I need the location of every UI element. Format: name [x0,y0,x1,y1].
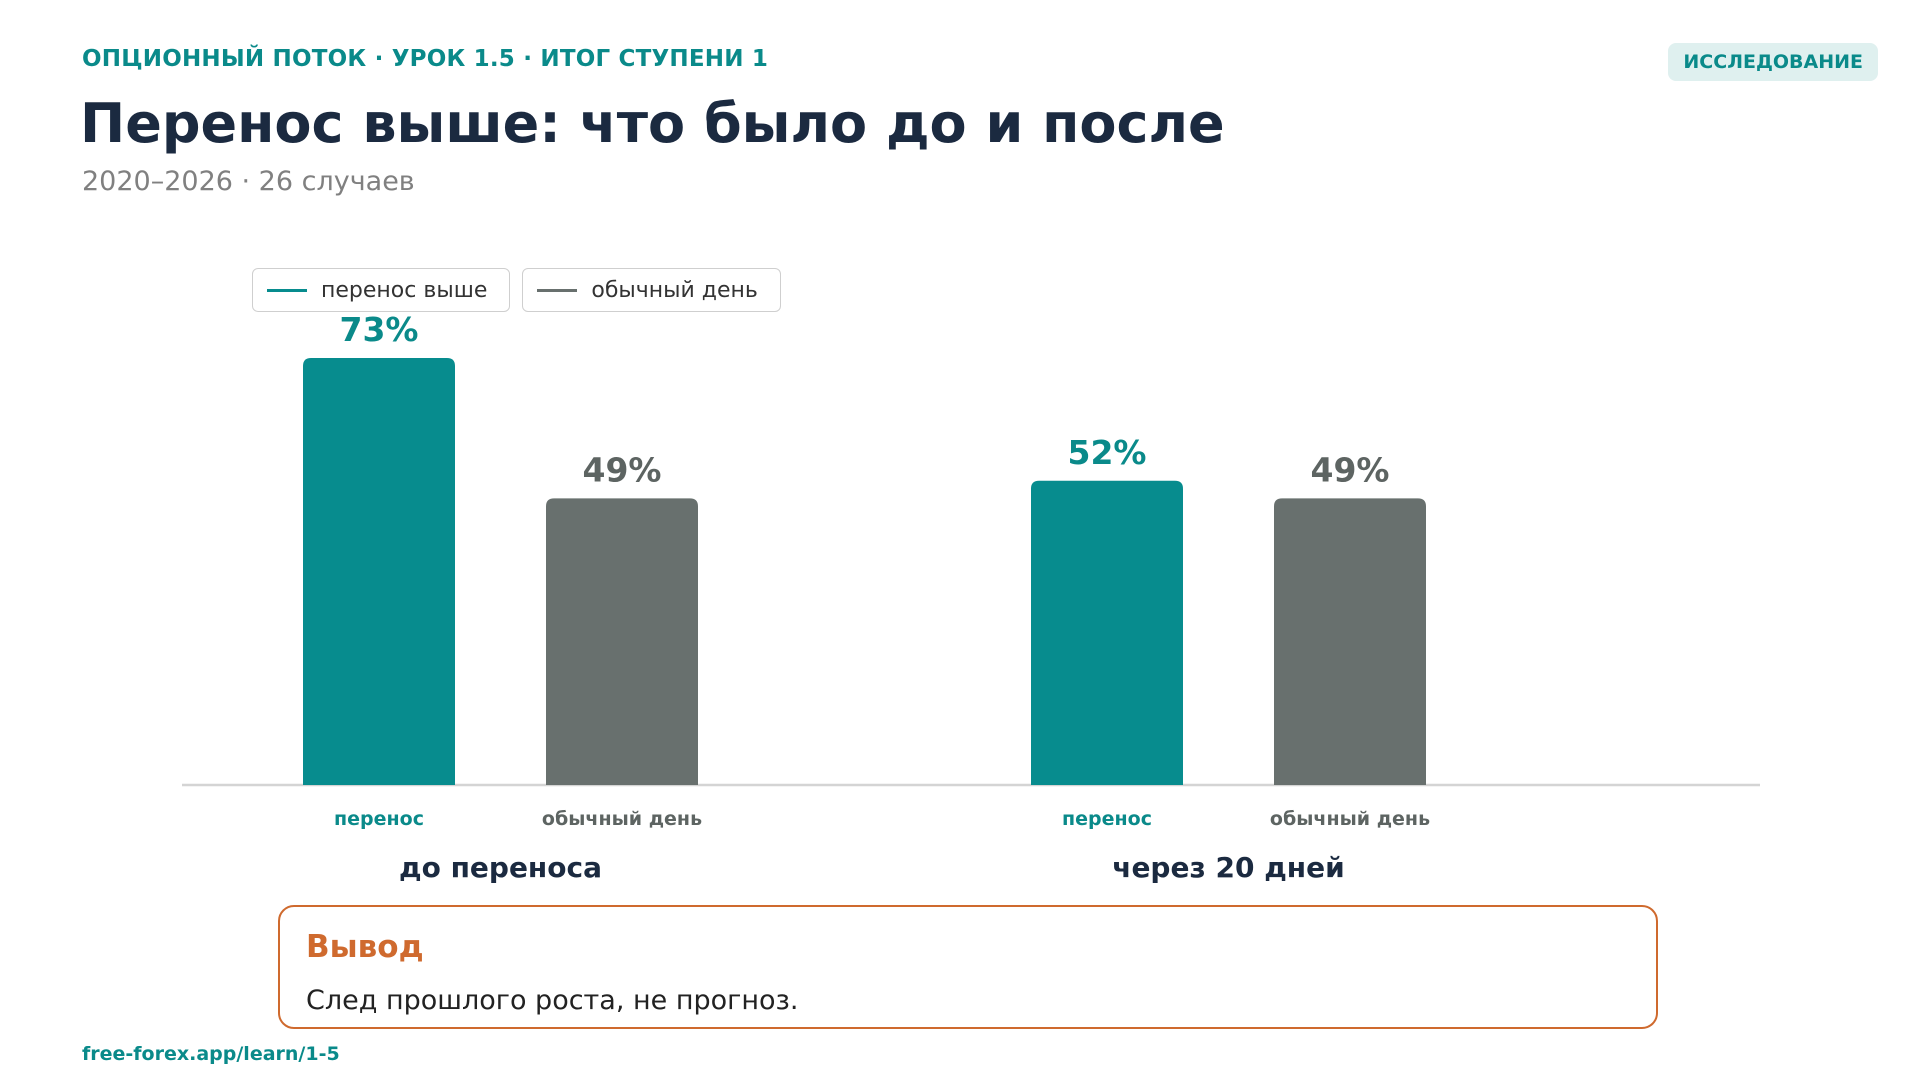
conclusion-title: Вывод [306,929,424,965]
footer-link[interactable]: free-forex.app/learn/1-5 [82,1043,340,1065]
conclusion-text: След прошлого роста, не прогноз. [306,985,799,1016]
bar-1-1 [303,357,455,785]
bar-2-2 [1274,498,1426,785]
legend-label-normal-day: обычный день [591,277,758,303]
group-label-2: через 20 дней [1112,851,1345,884]
bar-label-2-1: перенос [1062,808,1152,830]
page-title: Перенос выше: что было до и после [80,92,1225,155]
bar-label-1-1: перенос [334,808,424,830]
chart-legend: перенос выше обычный день [252,268,781,312]
bar-label-1-2: обычный день [542,808,702,830]
legend-item-transfer[interactable]: перенос выше [252,268,511,312]
bar-label-2-2: обычный день [1270,808,1430,830]
bar-1-2 [546,498,698,785]
legend-label-transfer: перенос выше [321,277,488,303]
legend-swatch-normal-day [537,288,578,292]
value-label-2-1: 52% [1068,433,1147,472]
value-label-1-1: 73% [340,310,419,349]
bar-chart: 73% перенос 49% обычный день до переноса 52% п… [182,310,1760,884]
value-label-2-2: 49% [1311,450,1390,489]
lesson-kicker: ОПЦИОННЫЙ ПОТОК · УРОК 1.5 · ИТОГ СТУПЕН… [82,46,769,72]
research-badge: ИССЛЕДОВАНИЕ [1668,43,1878,81]
group-label-1: до переноса [399,851,602,884]
legend-item-normal-day[interactable]: обычный день [522,268,781,312]
bar-2-1 [1031,480,1183,785]
legend-swatch-transfer [267,288,307,292]
page-subtitle: 2020–2026 · 26 случаев [82,166,415,197]
value-label-1-2: 49% [583,450,662,489]
conclusion-box: Вывод След прошлого роста, не прогноз. [278,905,1658,1029]
